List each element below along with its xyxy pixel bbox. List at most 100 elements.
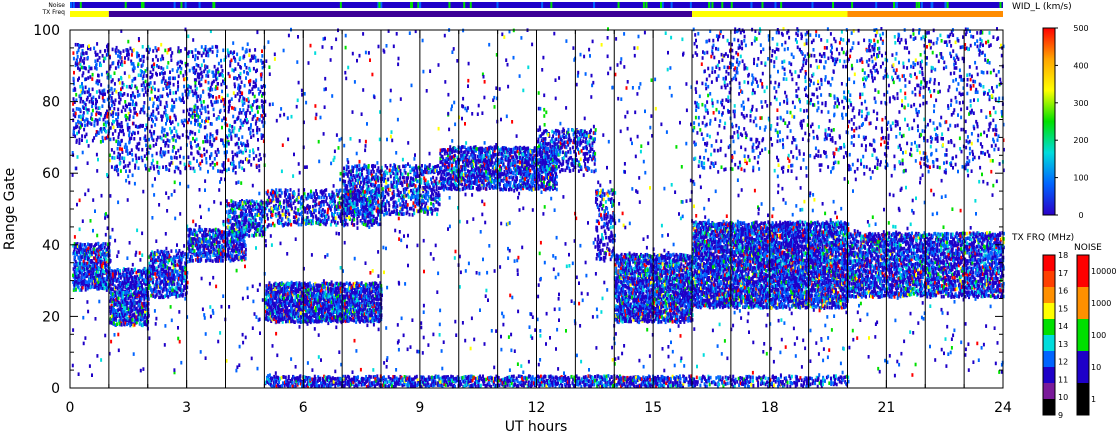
echo-point [331, 212, 333, 216]
echo-point [131, 279, 134, 284]
echo-point [74, 265, 77, 269]
echo-point [270, 210, 273, 214]
echo-point [113, 294, 116, 298]
echo-point [233, 215, 236, 219]
echo-point [300, 195, 303, 199]
echo-point [138, 280, 141, 285]
echo-point [157, 255, 160, 260]
echo-point [264, 227, 267, 231]
echo-point [285, 192, 287, 196]
echo-point [140, 290, 143, 294]
echo-point [110, 280, 113, 285]
echo-point [434, 207, 437, 211]
echo-point [349, 189, 352, 194]
echo-point [279, 194, 282, 198]
echo-point [225, 199, 228, 203]
noise-bar-tick [999, 2, 1002, 8]
echo-point [436, 212, 439, 217]
echo-point [438, 193, 441, 197]
echo-point [189, 248, 192, 253]
echo-point [144, 267, 147, 271]
noise-bar-tick [142, 2, 145, 8]
echo-point [180, 275, 183, 280]
echo-point [216, 252, 219, 257]
echo-point [124, 313, 126, 317]
noise-bar-tick [931, 2, 934, 8]
echo-point [102, 269, 105, 274]
echo-point [138, 269, 141, 273]
echo-point [141, 294, 144, 298]
echo-point [165, 269, 168, 273]
echo-point [399, 190, 402, 195]
echo-point [113, 289, 116, 294]
echo-point [73, 286, 76, 290]
echo-point [148, 261, 151, 266]
echo-point [241, 201, 244, 205]
echo-point [322, 202, 325, 207]
echo-point [168, 256, 171, 261]
echo-point [77, 261, 80, 266]
echo-point [245, 209, 247, 214]
echo-point [171, 292, 174, 296]
echo-point [114, 309, 116, 313]
echo-point [81, 243, 84, 247]
echo-point [95, 275, 98, 279]
echo-point [81, 270, 84, 275]
noise-bar-tick [72, 2, 75, 8]
echo-point [252, 218, 255, 222]
echo-point [160, 249, 163, 254]
echo-point [221, 254, 224, 259]
echo-point [288, 212, 291, 217]
echo-point [285, 206, 288, 210]
noise-bar-tick [892, 2, 895, 8]
echo-point [124, 320, 127, 325]
echo-point [142, 292, 145, 297]
echo-point [116, 286, 119, 291]
echo-point [238, 229, 241, 234]
noise-bar-tick [780, 2, 783, 8]
echo-point [123, 273, 126, 277]
echo-point [133, 284, 136, 289]
echo-point [226, 219, 229, 224]
echo-point [177, 294, 179, 298]
echo-point [175, 253, 178, 257]
echo-point [427, 190, 430, 195]
echo-point [281, 209, 284, 213]
echo-point [231, 237, 234, 242]
echo-point [119, 305, 122, 310]
echo-point [171, 261, 174, 265]
echo-point [329, 200, 332, 204]
echo-point [74, 259, 77, 264]
echo-point [80, 278, 83, 282]
echo-point [266, 213, 269, 217]
echo-point [310, 189, 312, 194]
echo-point [274, 194, 277, 198]
echo-point [169, 279, 172, 283]
echo-point [152, 277, 155, 281]
echo-point [89, 275, 92, 280]
echo-point [107, 282, 110, 287]
echo-point [293, 192, 296, 196]
echo-point [280, 221, 283, 225]
echo-point [147, 286, 150, 290]
echo-point [289, 219, 292, 223]
echo-point [119, 282, 122, 286]
echo-point [182, 288, 185, 293]
echo-point [179, 266, 182, 270]
echo-point [363, 190, 366, 194]
echo-point [84, 256, 87, 261]
echo-point [239, 242, 242, 246]
echo-point [381, 187, 384, 191]
echo-point [335, 188, 338, 193]
echo-point [208, 228, 211, 232]
echo-point [300, 210, 303, 215]
echo-point [435, 176, 438, 181]
echo-point [257, 208, 260, 213]
echo-point [83, 248, 86, 253]
echo-point [428, 185, 431, 189]
echo-point [261, 214, 264, 218]
echo-point [355, 184, 358, 188]
echo-point [351, 196, 354, 200]
echo-point [158, 272, 161, 277]
echo-point [270, 283, 273, 288]
